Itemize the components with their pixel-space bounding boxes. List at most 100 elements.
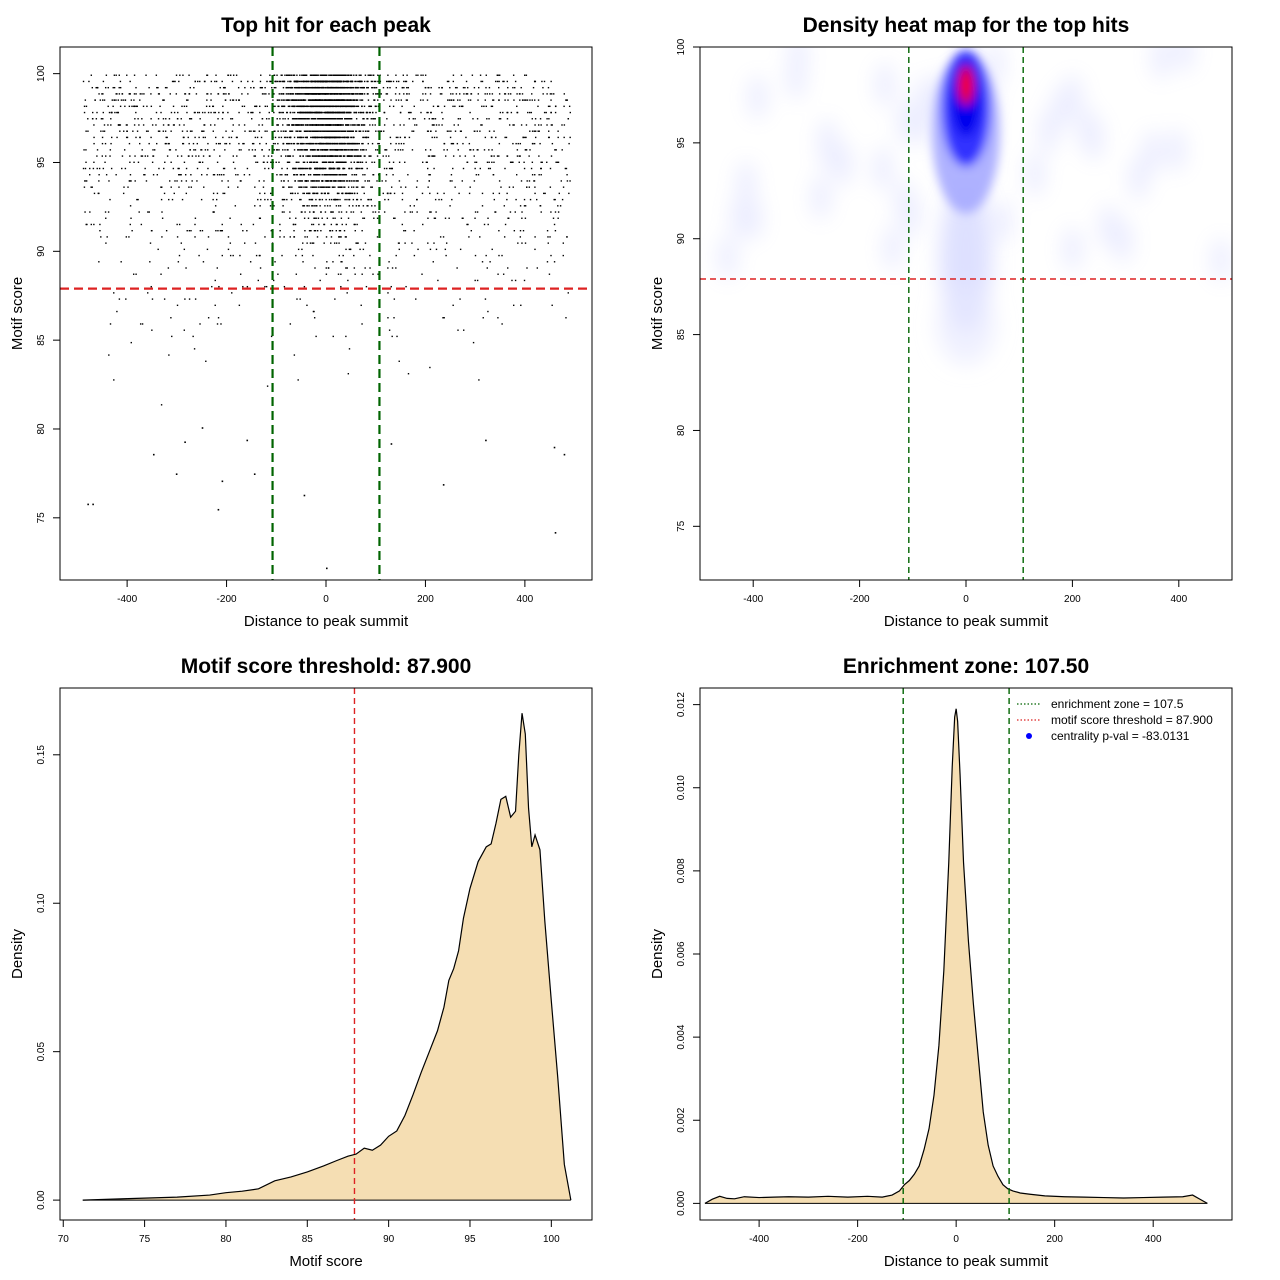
scatter-point [284,130,286,132]
scatter-point [320,74,322,76]
scatter-point [459,130,462,132]
scatter-point [310,198,312,201]
scatter-point [436,105,439,108]
scatter-point [365,149,367,151]
scatter-point [324,130,326,132]
scatter-point [322,105,325,108]
scatter-point [269,74,271,76]
scatter-point [336,74,338,76]
scatter-point [337,186,339,188]
scatter-point [363,136,365,139]
scatter-point [178,254,181,257]
scatter-point [157,86,159,89]
scatter-point [176,155,179,157]
scatter-point [475,161,478,163]
scatter-point [324,86,327,89]
scatter-point [452,304,454,307]
scatter-point [329,136,331,139]
scatter-point [282,99,284,101]
scatter-point [325,93,328,95]
scatter-point [85,180,88,182]
scatter-point [390,443,393,445]
scatter-point [268,149,271,151]
scatter-point [487,167,490,170]
scatter-point [321,180,323,182]
scatter-point [358,142,361,145]
scatter-point [311,130,314,132]
scatter-point [403,93,405,95]
scatter-point [321,130,323,132]
scatter-point [476,211,479,213]
scatter-point [113,86,116,89]
scatter-point [214,205,217,207]
scatter-point [199,229,202,232]
scatter-point [206,74,209,76]
scatter-point [258,180,260,182]
scatter-point [310,142,312,145]
scatter-point [346,198,348,201]
scatter-point [569,111,571,114]
scatter-point [546,229,549,232]
heatmap-haze [717,47,1232,282]
scatter-point [342,74,345,76]
scatter-point [337,198,339,201]
scatter-point [319,124,321,126]
x-tick-label: 400 [1170,594,1187,605]
scatter-point [504,93,507,95]
scatter-point [259,86,262,89]
scatter-point [566,99,569,101]
scatter-point [342,130,345,132]
scatter-point [288,124,290,126]
scatter-point [332,80,334,83]
scatter-point [104,211,107,213]
scatter-point [338,99,341,101]
y-tick-label: 0.00 [36,1190,47,1210]
scatter-point [144,155,147,157]
scatter-point [338,111,340,114]
y-tick-label: 0.008 [676,858,687,883]
scatter-point [329,99,331,101]
scatter-point [285,74,288,76]
scatter-point [286,99,288,101]
x-tick-label: 95 [464,1234,476,1245]
scatter-point [330,180,332,182]
scatter-point [364,174,366,176]
scatter-point [249,261,252,263]
scatter-point [303,192,306,195]
scatter-point [319,149,322,151]
scatter-point [291,105,294,108]
scatter-point [314,136,317,139]
scatter-point [464,155,467,157]
scatter-point [442,317,444,319]
scatter-point [403,80,405,83]
scatter-point [187,99,189,101]
scatter-point [283,180,285,182]
scatter-point [175,74,178,76]
scatter-point [463,329,465,331]
scatter-point [289,142,291,145]
scatter-point [272,142,275,145]
scatter-point [314,149,316,151]
scatter-point [185,167,188,170]
scatter-point [531,161,534,163]
scatter-point [346,136,349,139]
scatter-point [329,205,331,207]
scatter-point [480,124,482,126]
scatter-point [512,74,515,76]
scatter-point [306,130,308,132]
x-axis-label: Distance to peak summit [884,613,1049,630]
scatter-point [274,105,276,108]
scatter-point [107,211,110,213]
scatter-point [160,273,162,275]
scatter-point [85,105,88,108]
scatter-point [104,161,106,163]
scatter-point [334,217,336,219]
scatter-point [533,130,536,132]
scatter-point [371,80,373,83]
scatter-point [359,80,361,83]
scatter-point [160,404,163,406]
scatter-point [147,292,149,294]
heatmap-haze-blob [1128,156,1149,201]
scatter-point [513,124,515,126]
scatter-point [118,86,120,89]
